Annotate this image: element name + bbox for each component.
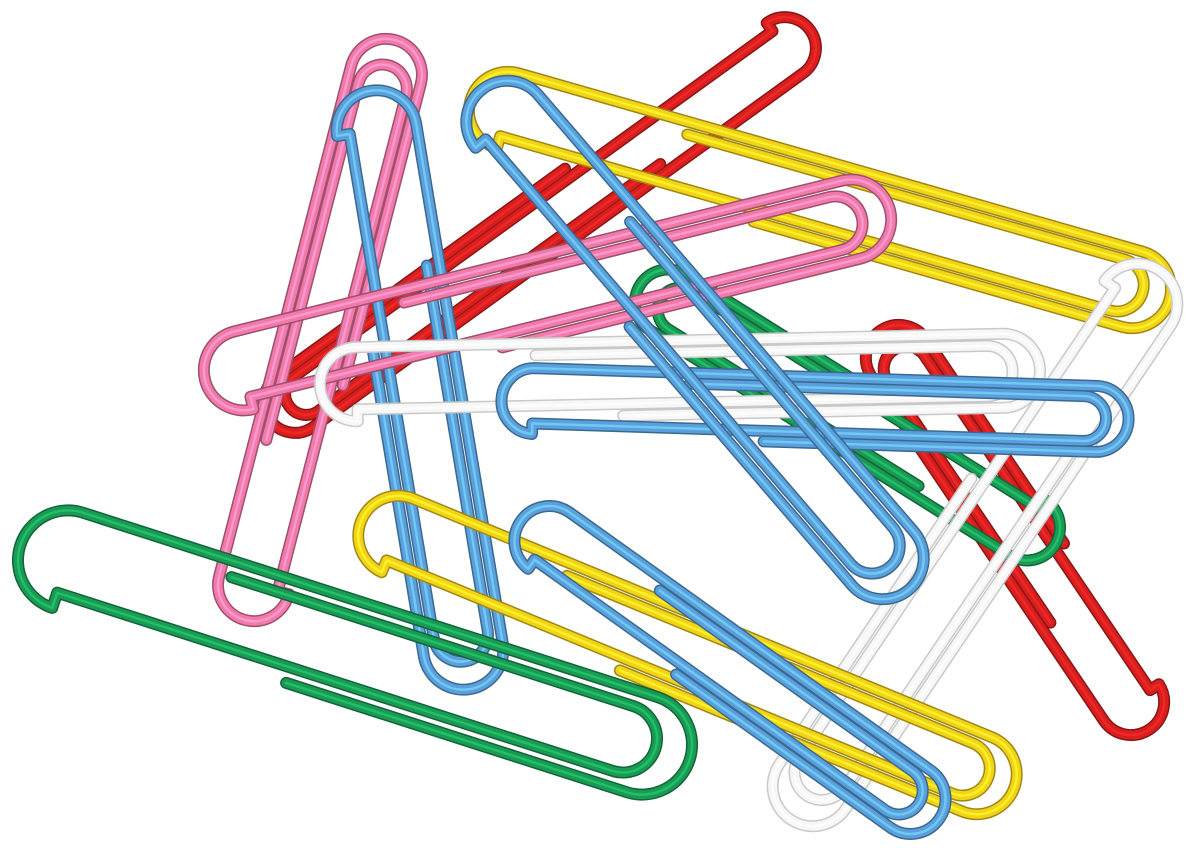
pink-paperclip-horizontal <box>197 173 898 417</box>
white-paperclip-center <box>314 327 1046 428</box>
blue-paperclip-diagonal <box>460 74 930 606</box>
paperclip-pile <box>11 11 1184 840</box>
pink-paperclip-vertical <box>212 32 428 628</box>
blue-paperclip-diagonal-highlight <box>465 79 925 601</box>
blue-paperclip-horizontal-highlight <box>500 366 1130 454</box>
white-paperclip-right-highlight <box>771 262 1179 828</box>
yellow-paperclip-bottom <box>352 489 1023 821</box>
blue-paperclip-lower-diagonal <box>508 500 952 840</box>
blue-paperclip-lower-diagonal-highlight <box>513 504 947 836</box>
green-paperclip-bottom <box>11 504 699 801</box>
white-paperclip-center-highlight <box>318 332 1042 423</box>
yellow-paperclip-bottom-highlight <box>357 494 1018 816</box>
blue-paperclip-left-vertical <box>330 84 510 696</box>
green-paperclip-bottom-highlight <box>16 509 694 796</box>
white-paperclip-right <box>766 257 1184 833</box>
pink-paperclip-horizontal-highlight <box>202 178 893 412</box>
blue-paperclip-horizontal <box>495 362 1135 458</box>
pink-paperclip-vertical-highlight <box>216 37 424 623</box>
blue-paperclip-left-vertical-highlight <box>335 89 505 691</box>
